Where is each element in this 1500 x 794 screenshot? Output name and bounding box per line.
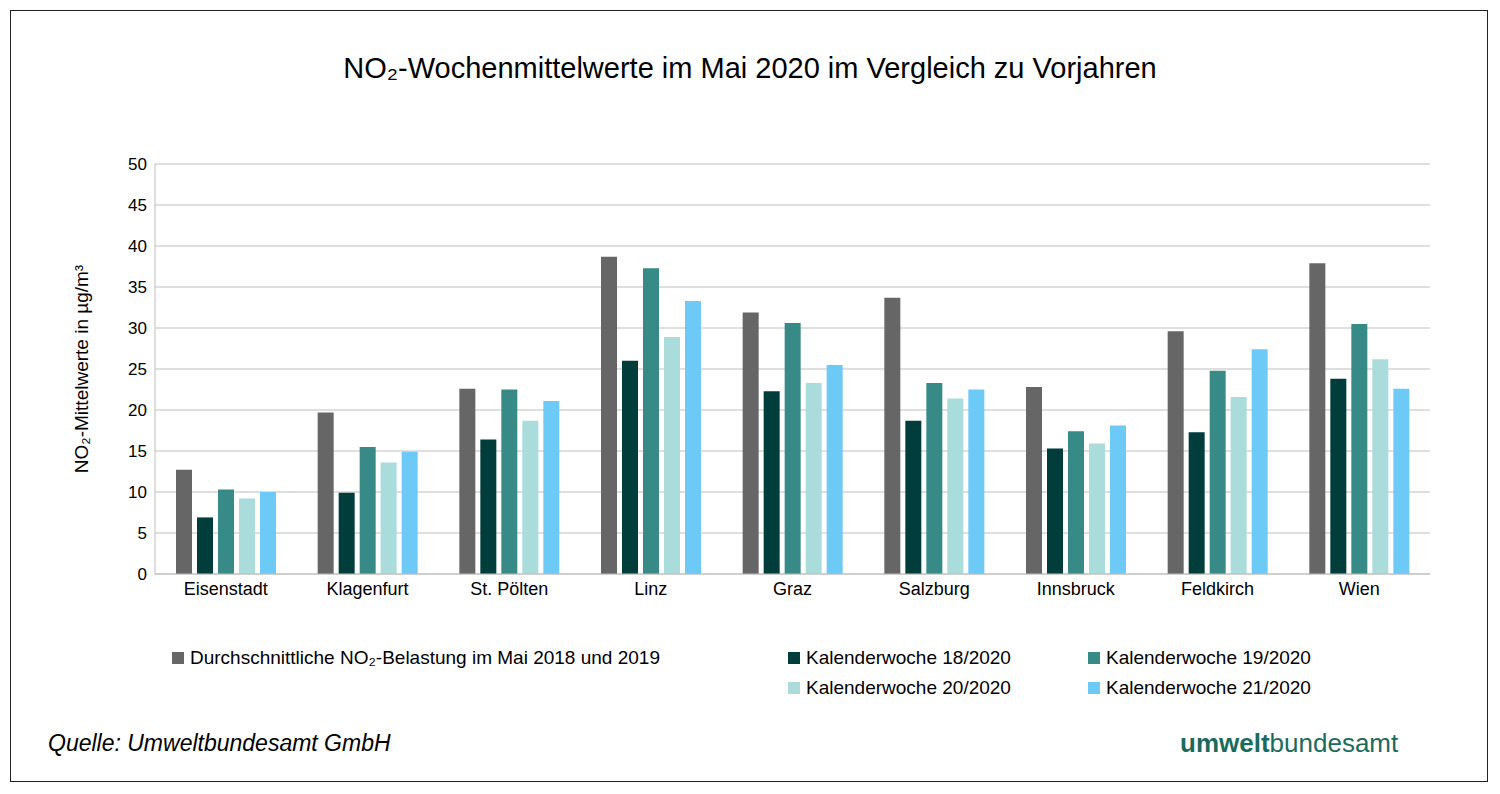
svg-text:35: 35 (128, 278, 147, 297)
svg-text:Klagenfurt: Klagenfurt (326, 579, 408, 599)
html-text:Kalenderwoche 18/2020: Kalenderwoche 18/2020 (806, 647, 1011, 668)
svg-text:45: 45 (128, 196, 147, 215)
html-text:umwelt bundesamt: umwelt bundesamt (1180, 728, 1399, 758)
html-text:Kalenderwoche 19/2020: Kalenderwoche 19/2020 (1106, 647, 1311, 668)
svg-text:15: 15 (128, 442, 147, 461)
html-text:Kalenderwoche 21/2020: Kalenderwoche 21/2020 (1106, 677, 1311, 698)
html-text:NO₂-Wochenmittelwerte im Mai 2: NO₂-Wochenmittelwerte im Mai 2020 im Ver… (343, 52, 1157, 84)
svg-text:Eisenstadt: Eisenstadt (184, 579, 268, 599)
svg-text:20: 20 (128, 401, 147, 420)
svg-text:40: 40 (128, 237, 147, 256)
svg-text:Wien: Wien (1339, 579, 1380, 599)
svg-text:10: 10 (128, 483, 147, 502)
svg-text:Feldkirch: Feldkirch (1181, 579, 1254, 599)
svg-text:0: 0 (138, 565, 147, 584)
svg-text:St. Pölten: St. Pölten (470, 579, 548, 599)
svg-text:Innsbruck: Innsbruck (1037, 579, 1116, 599)
svg-text:Graz: Graz (773, 579, 812, 599)
html-text:Durchschnittliche NO₂-Belastun: Durchschnittliche NO₂-Belastung im Mai 2… (190, 647, 660, 668)
svg-text:Salzburg: Salzburg (899, 579, 970, 599)
html-text:Quelle: Umweltbundesamt GmbH: Quelle: Umweltbundesamt GmbH (48, 730, 391, 756)
html-text:NO₂-Mittelwerte in µg/m³: NO₂-Mittelwerte in µg/m³ (71, 264, 92, 474)
svg-text:25: 25 (128, 360, 147, 379)
svg-text:50: 50 (128, 155, 147, 174)
svg-text:30: 30 (128, 319, 147, 338)
html-text:Kalenderwoche 20/2020: Kalenderwoche 20/2020 (806, 677, 1011, 698)
svg-text:Linz: Linz (634, 579, 667, 599)
svg-text:5: 5 (138, 524, 147, 543)
